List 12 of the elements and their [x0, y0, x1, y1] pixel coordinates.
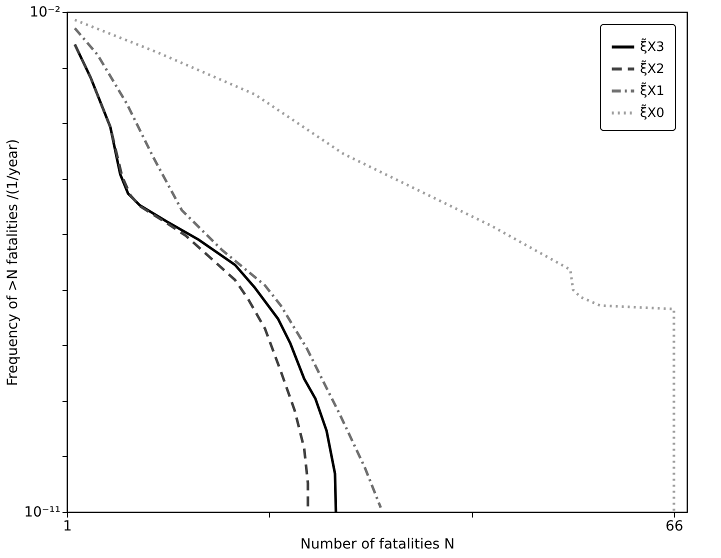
line-series	[74, 26, 382, 509]
legend-label: ξ̃X1	[640, 82, 664, 99]
x-tick-label: 66	[666, 518, 684, 534]
legend-label: ξ̃X2	[640, 60, 664, 77]
y-tick-label: 10⁻¹¹	[24, 504, 60, 520]
x-axis-title: Number of fatalities N	[300, 536, 455, 552]
legend-label: ξ̃X0	[640, 104, 664, 121]
line-series	[74, 18, 676, 514]
y-axis-title: Frequency of >N fatalities /(1/year)	[5, 139, 22, 386]
y-tick-label: 10⁻²	[30, 4, 60, 20]
legend-label: ξ̃X3	[640, 38, 664, 55]
x-tick-label: 1	[63, 518, 72, 534]
